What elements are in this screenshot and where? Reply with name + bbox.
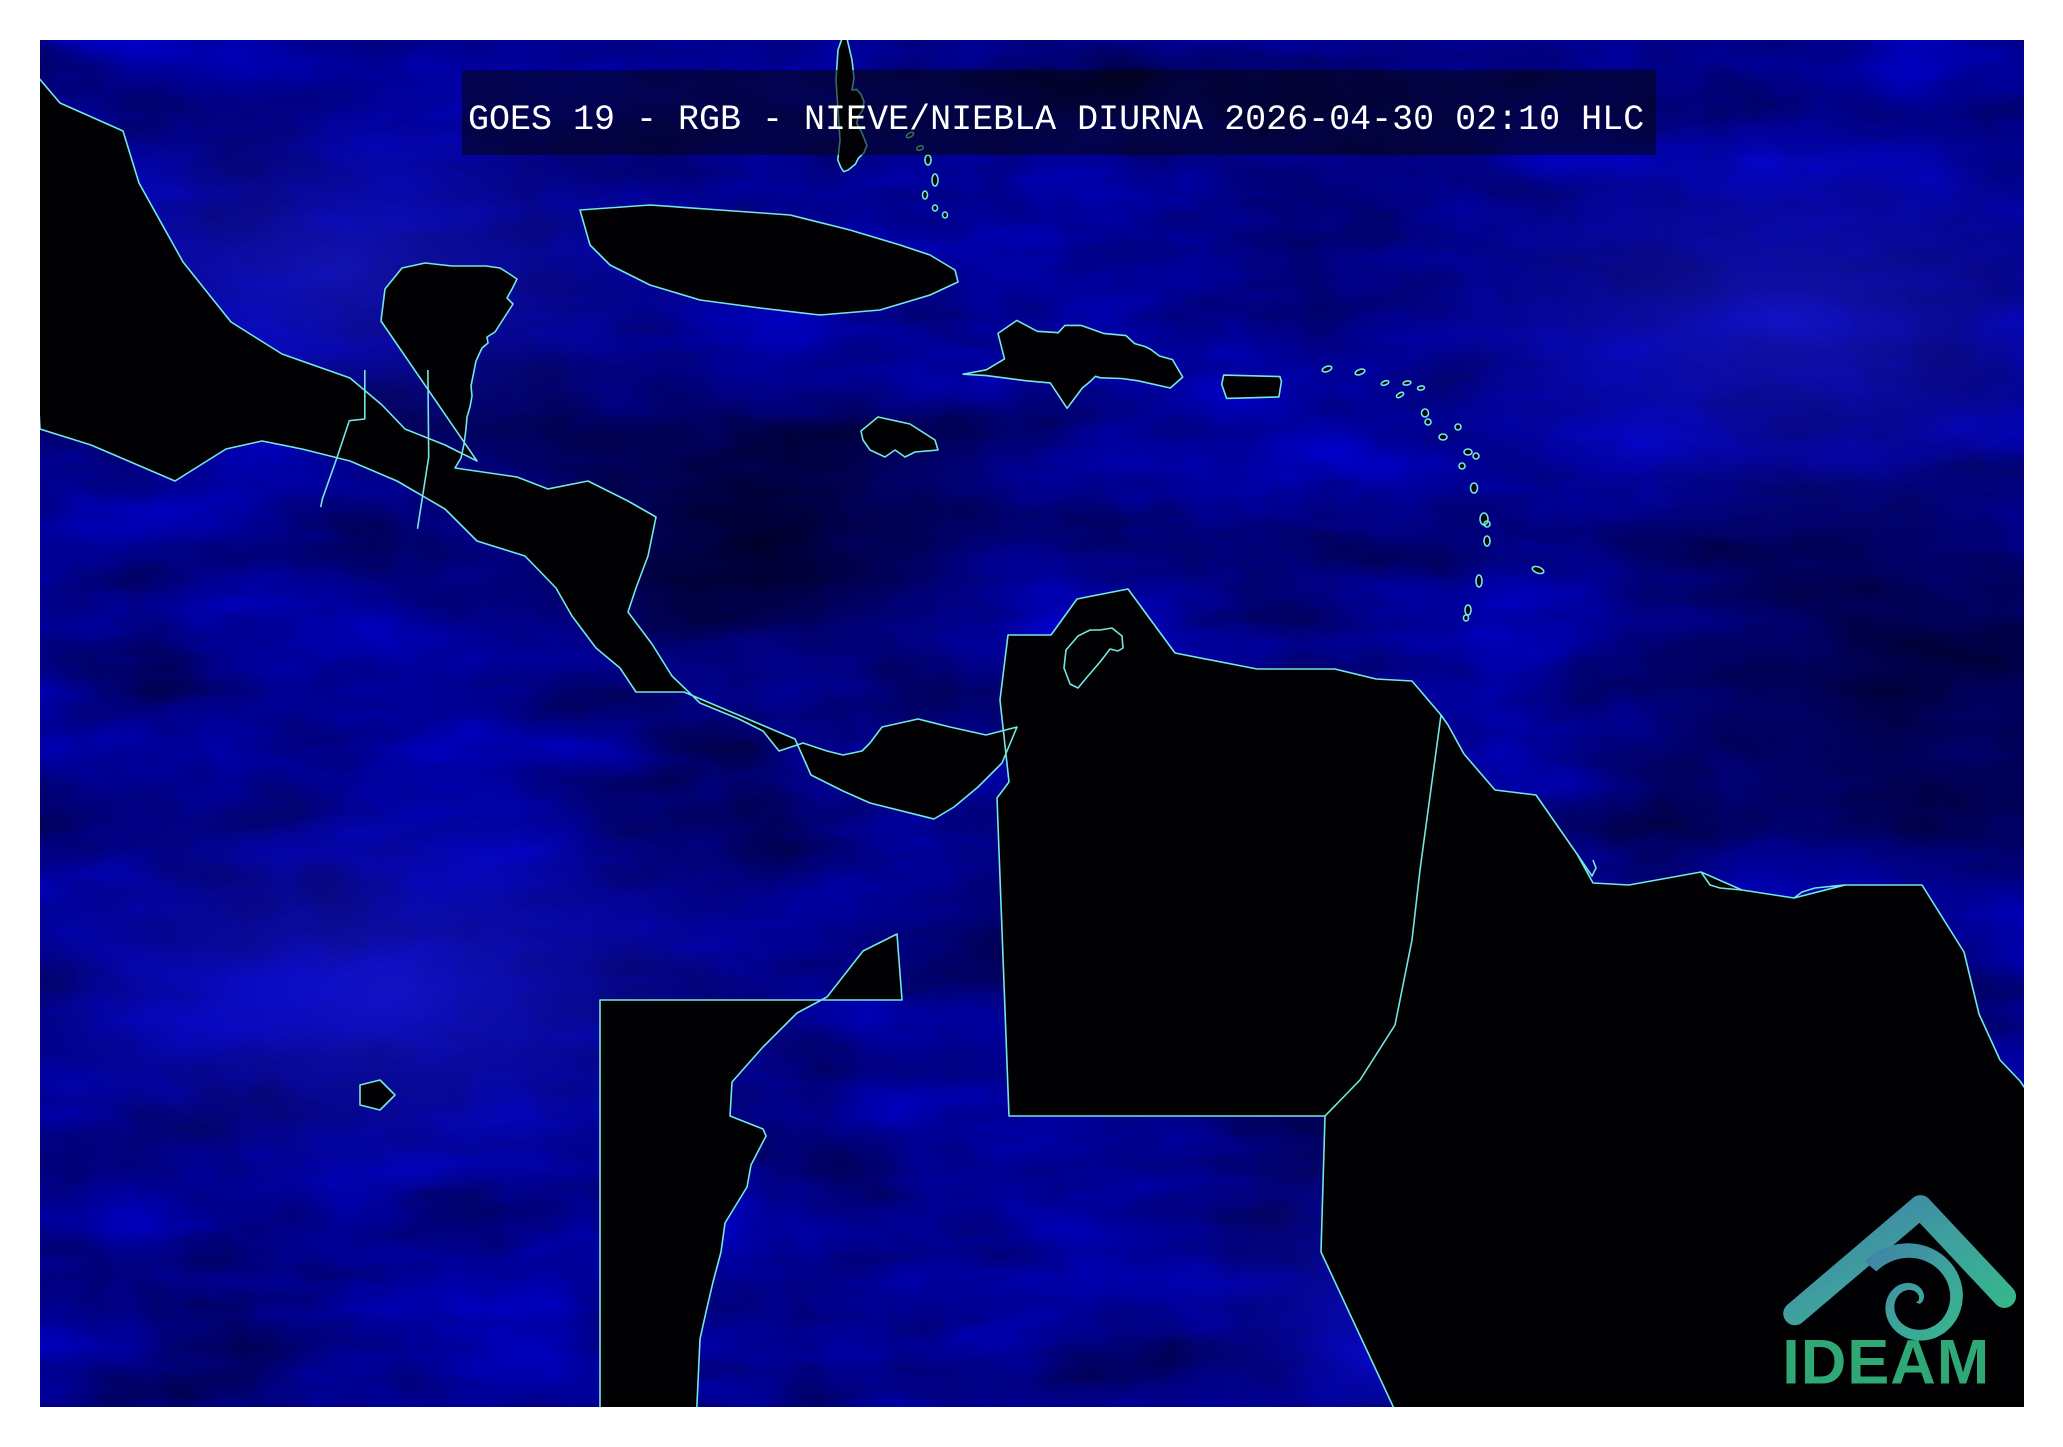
svg-text:IDEAM: IDEAM: [1782, 1327, 1990, 1397]
svg-text:GOES 19 - RGB - NIEVE/NIEBLA D: GOES 19 - RGB - NIEVE/NIEBLA DIURNA 2026…: [468, 100, 1644, 140]
